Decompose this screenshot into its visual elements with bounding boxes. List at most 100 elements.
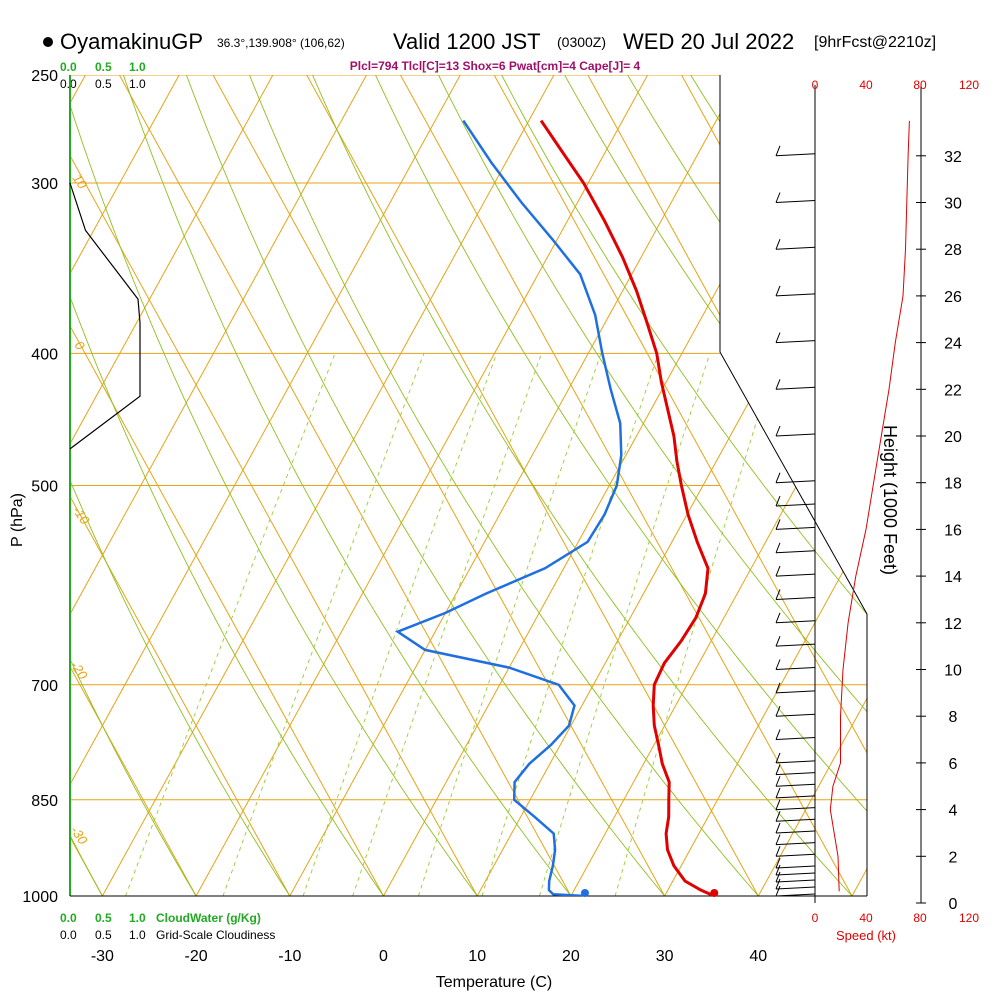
barb-flag: [776, 636, 780, 646]
cloudiness-bottom-tick: 0.5: [95, 928, 112, 942]
mixing-ratio-tick-label: 2: [301, 901, 321, 918]
barb-flag: [776, 146, 780, 156]
height-tick-label: 22: [944, 382, 962, 399]
mixing-ratio-line: [482, 353, 658, 896]
cloud-top-tick: 1.0: [129, 60, 146, 74]
dry-adiabat-line: [817, 75, 1000, 896]
pressure-tick-label: 400: [31, 346, 58, 363]
temperature-tick-label: 40: [749, 948, 767, 965]
wind-barb-icon: [776, 706, 815, 716]
isotherm-tick-label: 10: [70, 171, 91, 192]
barb-staff: [776, 691, 815, 693]
cloud-water-profile: [70, 183, 140, 449]
adiabat-tick-label: 0: [714, 230, 737, 253]
wind-barb-icon: [776, 193, 815, 203]
cloudiness-bottom-tick: 1.0: [129, 928, 146, 942]
speed-bottom-tick-label: 120: [959, 911, 979, 925]
temperature-tick-label: -30: [91, 948, 114, 965]
speed-bottom-tick-label: 80: [913, 911, 927, 925]
x-axis-title: Temperature (C): [436, 974, 552, 991]
cloud-water-label: CloudWater (g/Kg): [156, 911, 261, 925]
height-tick-label: 0: [949, 896, 958, 913]
barb-staff: [776, 668, 815, 670]
reverse-isoline: [0, 75, 9, 896]
valid-date: WED 20 Jul 2022: [623, 29, 794, 54]
barb-flag: [776, 800, 780, 810]
barb-staff: [776, 873, 815, 875]
height-tick-label: 4: [949, 803, 958, 820]
wind-barb-icon: [776, 660, 815, 670]
height-tick-label: 2: [949, 849, 958, 866]
barb-staff: [776, 551, 815, 553]
barb-staff: [776, 434, 815, 436]
wind-barb-icon: [776, 753, 815, 763]
wind-barbs: [776, 146, 815, 896]
height-tick-label: 28: [944, 242, 962, 259]
barb-staff: [776, 773, 815, 775]
dewpoint-profile-line: [398, 121, 622, 896]
height-tick-label: 26: [944, 289, 962, 306]
speed-top-tick-label: 0: [812, 78, 819, 92]
wind-barb-icon: [776, 800, 815, 810]
height-tick-label: 32: [944, 149, 962, 166]
barb-staff: [776, 574, 815, 576]
barb-staff: [776, 880, 815, 882]
height-tick-label: 24: [944, 336, 962, 353]
wind-barb-icon: [776, 613, 815, 623]
cloudiness-top-tick: 0.5: [95, 77, 112, 91]
speed-axis-title: Speed (kt): [836, 928, 896, 943]
height-tick-label: 16: [944, 522, 962, 539]
barb-staff: [776, 527, 815, 529]
cloudiness-top-tick: 0.0: [60, 77, 77, 91]
height-axis-title: Height (1000 Feet): [880, 425, 900, 575]
cloudiness-top-scale: 0.0 0.5 1.0: [60, 77, 146, 91]
barb-flag: [776, 426, 780, 436]
surface-dewpoint-marker: [581, 889, 589, 897]
cloud-top-tick: 0.5: [95, 60, 112, 74]
wind-barb-icon: [776, 239, 815, 249]
barb-flag: [776, 566, 780, 576]
wind-barb-icon: [776, 286, 815, 296]
barb-staff: [776, 819, 815, 821]
temperature-tick-label: 30: [656, 948, 674, 965]
barb-flag: [776, 730, 780, 740]
barb-flag: [776, 660, 780, 670]
barb-staff: [776, 854, 815, 856]
temperature-tick-label: 20: [562, 948, 580, 965]
barb-staff: [776, 843, 815, 845]
plot-border-right: [720, 75, 867, 896]
wind-barb-icon: [776, 473, 815, 483]
wind-barb-icon: [776, 146, 815, 156]
mixing-ratio-line: [303, 353, 497, 896]
stability-indices: Plcl=794 Tlcl[C]=13 Shox=6 Pwat[cm]=4 Ca…: [350, 59, 641, 73]
barb-staff: [776, 201, 815, 203]
speed-top-tick-label: 120: [959, 78, 979, 92]
station-marker-icon: [43, 37, 53, 47]
station-coords: 36.3°,139.908° (106,62): [217, 36, 345, 50]
mixing-ratio-line: [126, 353, 336, 896]
wind-barb-icon: [776, 566, 815, 576]
dry-adiabat-line: [0, 75, 9, 896]
wind-barb-icon: [776, 835, 815, 845]
forecast-tag: [9hrFcst@2210z]: [814, 34, 936, 51]
barb-flag: [776, 543, 780, 553]
temperature-tick-label: -20: [185, 948, 208, 965]
pressure-tick-label: 850: [31, 793, 58, 810]
temperature-tick-label: 10: [468, 948, 486, 965]
pressure-tick-label: 1000: [22, 889, 58, 906]
barb-staff: [776, 887, 815, 889]
barb-flag: [776, 379, 780, 389]
cloud-top-tick: 0.0: [60, 60, 77, 74]
height-tick-label: 30: [944, 196, 962, 213]
height-tick-label: 20: [944, 429, 962, 446]
mixing-ratio-line: [223, 353, 424, 896]
barb-flag: [776, 473, 780, 483]
barb-staff: [776, 644, 815, 646]
wind-barb-icon: [776, 858, 815, 868]
cloud-water-line: [70, 183, 140, 449]
wind-barb-icon: [776, 333, 815, 343]
barb-staff: [776, 714, 815, 716]
sounding-profiles: [398, 121, 715, 896]
